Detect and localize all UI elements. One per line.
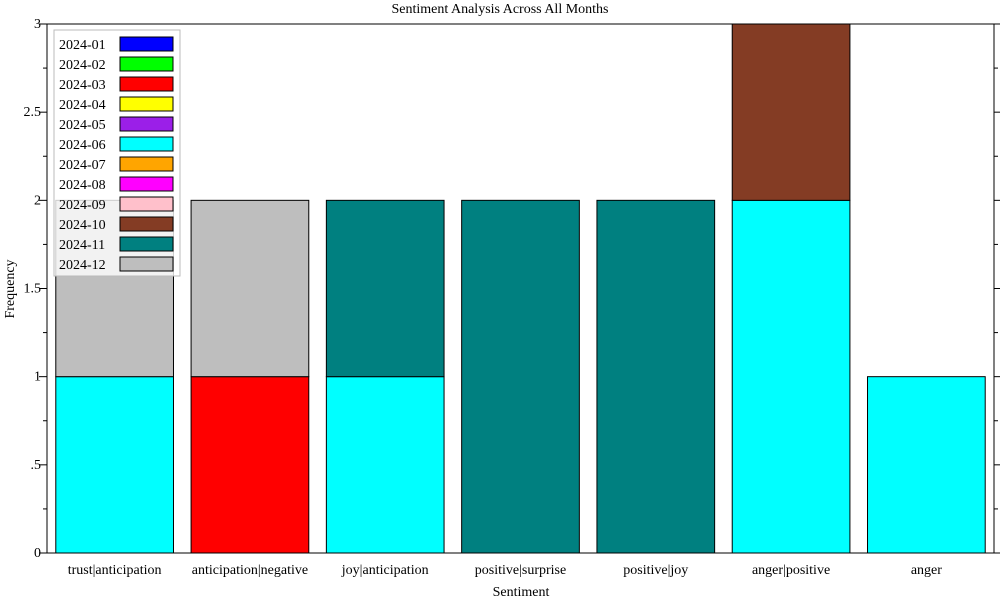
legend-swatch-9 xyxy=(119,196,174,212)
bar-segment-7-series-6 xyxy=(867,376,986,554)
x-tick-label-5: positive|joy xyxy=(623,563,688,578)
bar-segment-3-series-6 xyxy=(325,376,445,554)
y-tick-label-5: 2 xyxy=(34,193,41,208)
legend-label-1: 2024-01 xyxy=(59,38,106,53)
bar-segment-1-series-6 xyxy=(55,376,174,554)
legend-swatch-7 xyxy=(119,156,174,172)
legend-swatch-4 xyxy=(119,96,174,112)
bar-segment-6-series-6 xyxy=(731,199,851,554)
legend-label-12: 2024-12 xyxy=(59,258,106,273)
legend-swatch-3 xyxy=(119,76,174,92)
legend-swatch-11 xyxy=(119,236,174,252)
y-tick-label-6: 2.5 xyxy=(24,105,42,120)
legend-label-9: 2024-09 xyxy=(59,198,106,213)
legend-label-3: 2024-03 xyxy=(59,78,106,93)
legend-label-5: 2024-05 xyxy=(59,118,106,133)
legend-label-6: 2024-06 xyxy=(59,138,106,153)
legend-label-4: 2024-04 xyxy=(59,98,106,113)
x-tick-label-3: joy|anticipation xyxy=(341,563,429,578)
legend-label-11: 2024-11 xyxy=(59,238,105,253)
legend-label-10: 2024-10 xyxy=(59,218,106,233)
legend-label-2: 2024-02 xyxy=(59,58,106,73)
legend-swatch-10 xyxy=(119,216,174,232)
legend: 2024-01 2024-02 2024-03 2024-04 2024-05 2024-… xyxy=(53,29,181,277)
legend-swatch-1 xyxy=(119,36,174,52)
x-tick-label-4: positive|surprise xyxy=(475,563,566,578)
x-tick-label-2: anticipation|negative xyxy=(192,563,308,578)
bar-segment-4-series-11 xyxy=(461,199,580,554)
legend-swatch-8 xyxy=(119,176,174,192)
y-tick-label-4: 1.5 xyxy=(24,282,42,297)
chart-title: Sentiment Analysis Across All Months xyxy=(391,2,608,17)
x-axis-label: Sentiment xyxy=(493,585,550,600)
legend-swatch-2 xyxy=(119,56,174,72)
y-tick-label-3: 1 xyxy=(34,370,41,385)
legend-swatch-12 xyxy=(119,256,174,272)
x-tick-label-1: trust|anticipation xyxy=(68,563,162,578)
legend-label-7: 2024-07 xyxy=(59,158,106,173)
y-tick-label-1: 0 xyxy=(34,546,41,561)
axes-layer: 0 .5 1 1.5 2 2.5 3 trust|anticipation anticipati… xyxy=(24,17,1000,578)
x-tick-label-6: anger|positive xyxy=(752,563,830,578)
legend-swatch-5 xyxy=(119,116,174,132)
bar-segment-6-series-10 xyxy=(731,23,851,201)
y-axis-label: Frequency xyxy=(3,259,18,318)
y-tick-label-2: .5 xyxy=(31,458,42,473)
y-tick-label-7: 3 xyxy=(34,17,41,32)
legend-swatch-6 xyxy=(119,136,174,152)
bar-segment-5-series-11 xyxy=(596,199,716,554)
legend-label-8: 2024-08 xyxy=(59,178,106,193)
bar-segment-2-series-3 xyxy=(190,376,310,554)
bar-segment-2-series-12 xyxy=(190,199,310,378)
bar-segment-3-series-11 xyxy=(325,199,445,378)
x-tick-label-7: anger xyxy=(911,563,942,578)
bars-layer xyxy=(55,23,986,554)
